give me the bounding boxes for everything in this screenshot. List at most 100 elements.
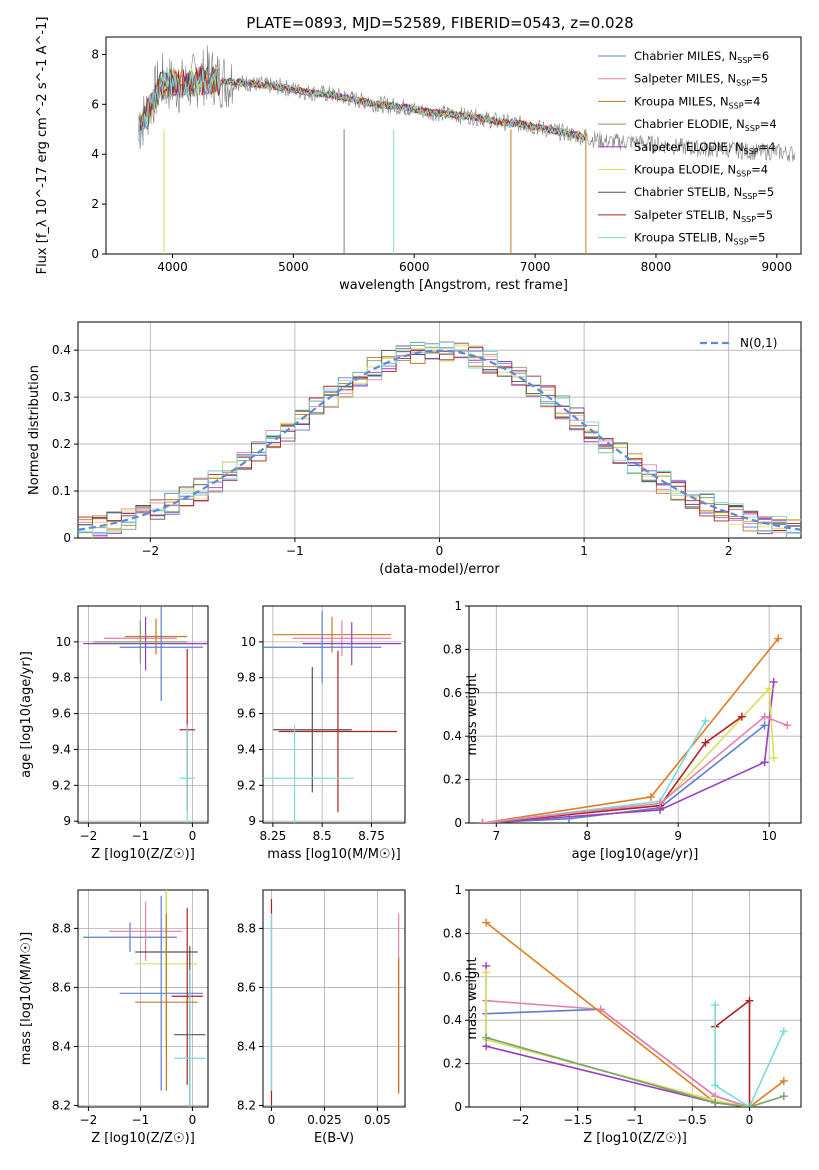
gaussian-curve bbox=[78, 349, 801, 531]
x-tick-label: 8.75 bbox=[358, 829, 385, 843]
x-tick-label: −1 bbox=[132, 829, 150, 843]
x-tick-label: 2 bbox=[725, 544, 733, 558]
legend-entry: Chabrier ELODIE, NSSP=4 bbox=[634, 117, 777, 133]
x-tick-label: 7000 bbox=[520, 260, 551, 274]
x-tick-label: −1 bbox=[132, 1113, 150, 1127]
y-axis-label: mass weight bbox=[465, 957, 480, 1039]
y-tick-label: 0.8 bbox=[443, 926, 462, 940]
weight-marker bbox=[711, 1001, 720, 1010]
y-tick-label: 6 bbox=[91, 97, 99, 111]
x-tick-label: 6000 bbox=[399, 260, 430, 274]
x-tick-label: −1.5 bbox=[563, 1113, 592, 1127]
panel-3: −2 −1 0 9 9.2 9.4 9.6 9.8 10 Z [log10(Z/Z☉)] age [… bbox=[19, 605, 209, 862]
weight-marker bbox=[760, 721, 769, 730]
x-tick-label: 8000 bbox=[641, 260, 672, 274]
weight-line bbox=[485, 1036, 785, 1107]
x-tick-label: −2 bbox=[141, 544, 159, 558]
x-tick-label: −1 bbox=[286, 544, 304, 558]
x-tick-label: 9000 bbox=[762, 260, 793, 274]
weight-line bbox=[482, 686, 775, 823]
weight-line bbox=[482, 724, 766, 823]
weight-marker bbox=[646, 792, 655, 801]
legend-entry: Chabrier MILES, NSSP=6 bbox=[634, 49, 769, 65]
x-tick-label: 0.025 bbox=[307, 1113, 341, 1127]
legend-entry: Kroupa ELODIE, NSSP=4 bbox=[634, 163, 768, 179]
x-axis-label: Z [log10(Z/Z☉)] bbox=[583, 1131, 687, 1146]
panel-8: −2 −1.5 −1 −0.5 0 0 0.2 0.4 0.6 0.8 1 Z [log10(Z/Z☉… bbox=[443, 883, 802, 1146]
weight-marker bbox=[745, 996, 754, 1005]
y-tick-label: 9.4 bbox=[52, 742, 71, 756]
y-tick-label: 1 bbox=[454, 599, 462, 613]
y-tick-label: 0.2 bbox=[443, 1057, 462, 1071]
y-tick-label: 0.3 bbox=[52, 390, 71, 404]
weight-marker bbox=[765, 684, 774, 693]
y-tick-label: 9 bbox=[63, 814, 71, 828]
y-tick-label: 8.8 bbox=[52, 921, 71, 935]
weight-marker bbox=[774, 634, 783, 643]
axes-frame bbox=[77, 605, 209, 824]
weight-line bbox=[714, 1005, 785, 1107]
plot-area bbox=[78, 341, 801, 538]
legend-entry: Salpeter ELODIE, NSSP=4 bbox=[634, 140, 776, 156]
y-tick-label: 4 bbox=[91, 147, 99, 161]
panel-6: −2 −1 0 8.2 8.4 8.6 8.8 Z [log10(Z/Z☉)] mass [lo… bbox=[19, 889, 209, 1146]
x-axis-label: Z [log10(Z/Z☉)] bbox=[91, 847, 195, 862]
panel-7: 0 0.025 0.05 8.2 8.4 8.6 8.8 E(B-V) bbox=[237, 889, 406, 1146]
y-tick-label: 0.4 bbox=[443, 729, 462, 743]
y-tick-label: 0 bbox=[63, 531, 71, 545]
x-tick-label: 0 bbox=[189, 1113, 197, 1127]
weight-marker bbox=[701, 738, 710, 747]
weight-line bbox=[485, 972, 750, 1107]
x-axis-label: wavelength [Angstrom, rest frame] bbox=[339, 278, 568, 293]
panel-2: −2 −1 0 1 2 0 0.1 0.2 0.3 0.4 (data-model)/error No… bbox=[27, 321, 802, 577]
y-tick-label: 0.1 bbox=[52, 484, 71, 498]
y-tick-label: 9.8 bbox=[237, 671, 256, 685]
x-tick-label: 0 bbox=[746, 1113, 754, 1127]
plot-area bbox=[83, 890, 206, 1107]
weight-marker bbox=[711, 1081, 720, 1090]
weight-marker bbox=[783, 721, 792, 730]
y-tick-label: 9.8 bbox=[52, 671, 71, 685]
y-tick-label: 2 bbox=[91, 197, 99, 211]
y-tick-label: 0.4 bbox=[52, 343, 71, 357]
y-tick-label: 8 bbox=[91, 47, 99, 61]
y-tick-label: 10 bbox=[56, 635, 71, 649]
legend: Chabrier MILES, NSSP=6 Salpeter MILES, NS… bbox=[598, 49, 777, 247]
plot-area bbox=[138, 45, 796, 254]
x-tick-label: −2 bbox=[80, 1113, 98, 1127]
x-tick-label: 0 bbox=[268, 1113, 276, 1127]
x-tick-label: 0.05 bbox=[364, 1113, 391, 1127]
weight-marker bbox=[745, 1103, 754, 1107]
y-tick-label: 8.4 bbox=[52, 1039, 71, 1053]
x-tick-label: 8.25 bbox=[260, 829, 287, 843]
axes-frame bbox=[262, 605, 406, 824]
weight-marker bbox=[482, 1033, 491, 1042]
axes-frame bbox=[77, 889, 209, 1108]
y-tick-label: 0.8 bbox=[443, 642, 462, 656]
y-axis-label: age [log10(age/yr)] bbox=[19, 651, 34, 778]
legend-entry: Kroupa MILES, NSSP=4 bbox=[634, 94, 760, 110]
weight-marker bbox=[701, 717, 710, 726]
plot-area bbox=[482, 918, 788, 1107]
weight-marker bbox=[779, 1092, 788, 1101]
axes-frame bbox=[105, 36, 802, 255]
x-tick-label: 5000 bbox=[278, 260, 309, 274]
model-spectrum bbox=[138, 68, 587, 142]
legend-entry: Kroupa STELIB, NSSP=5 bbox=[634, 231, 765, 247]
weight-line bbox=[486, 999, 750, 1107]
x-tick-label: 1 bbox=[580, 544, 588, 558]
y-tick-label: 0.4 bbox=[443, 1013, 462, 1027]
y-tick-label: 9.2 bbox=[52, 778, 71, 792]
y-tick-label: 8.2 bbox=[52, 1099, 71, 1113]
y-tick-label: 8.8 bbox=[237, 921, 256, 935]
weight-marker bbox=[482, 918, 491, 927]
weight-marker bbox=[779, 1076, 788, 1085]
figure-title: PLATE=0893, MJD=52589, FIBERID=0543, z=0… bbox=[246, 14, 633, 32]
y-tick-label: 0 bbox=[454, 816, 462, 830]
legend-entry: Chabrier STELIB, NSSP=5 bbox=[634, 185, 774, 201]
plot-area bbox=[478, 634, 792, 823]
weight-marker bbox=[760, 758, 769, 767]
plot-area bbox=[263, 611, 402, 823]
plot-area bbox=[83, 606, 208, 823]
y-tick-label: 8.6 bbox=[237, 980, 256, 994]
